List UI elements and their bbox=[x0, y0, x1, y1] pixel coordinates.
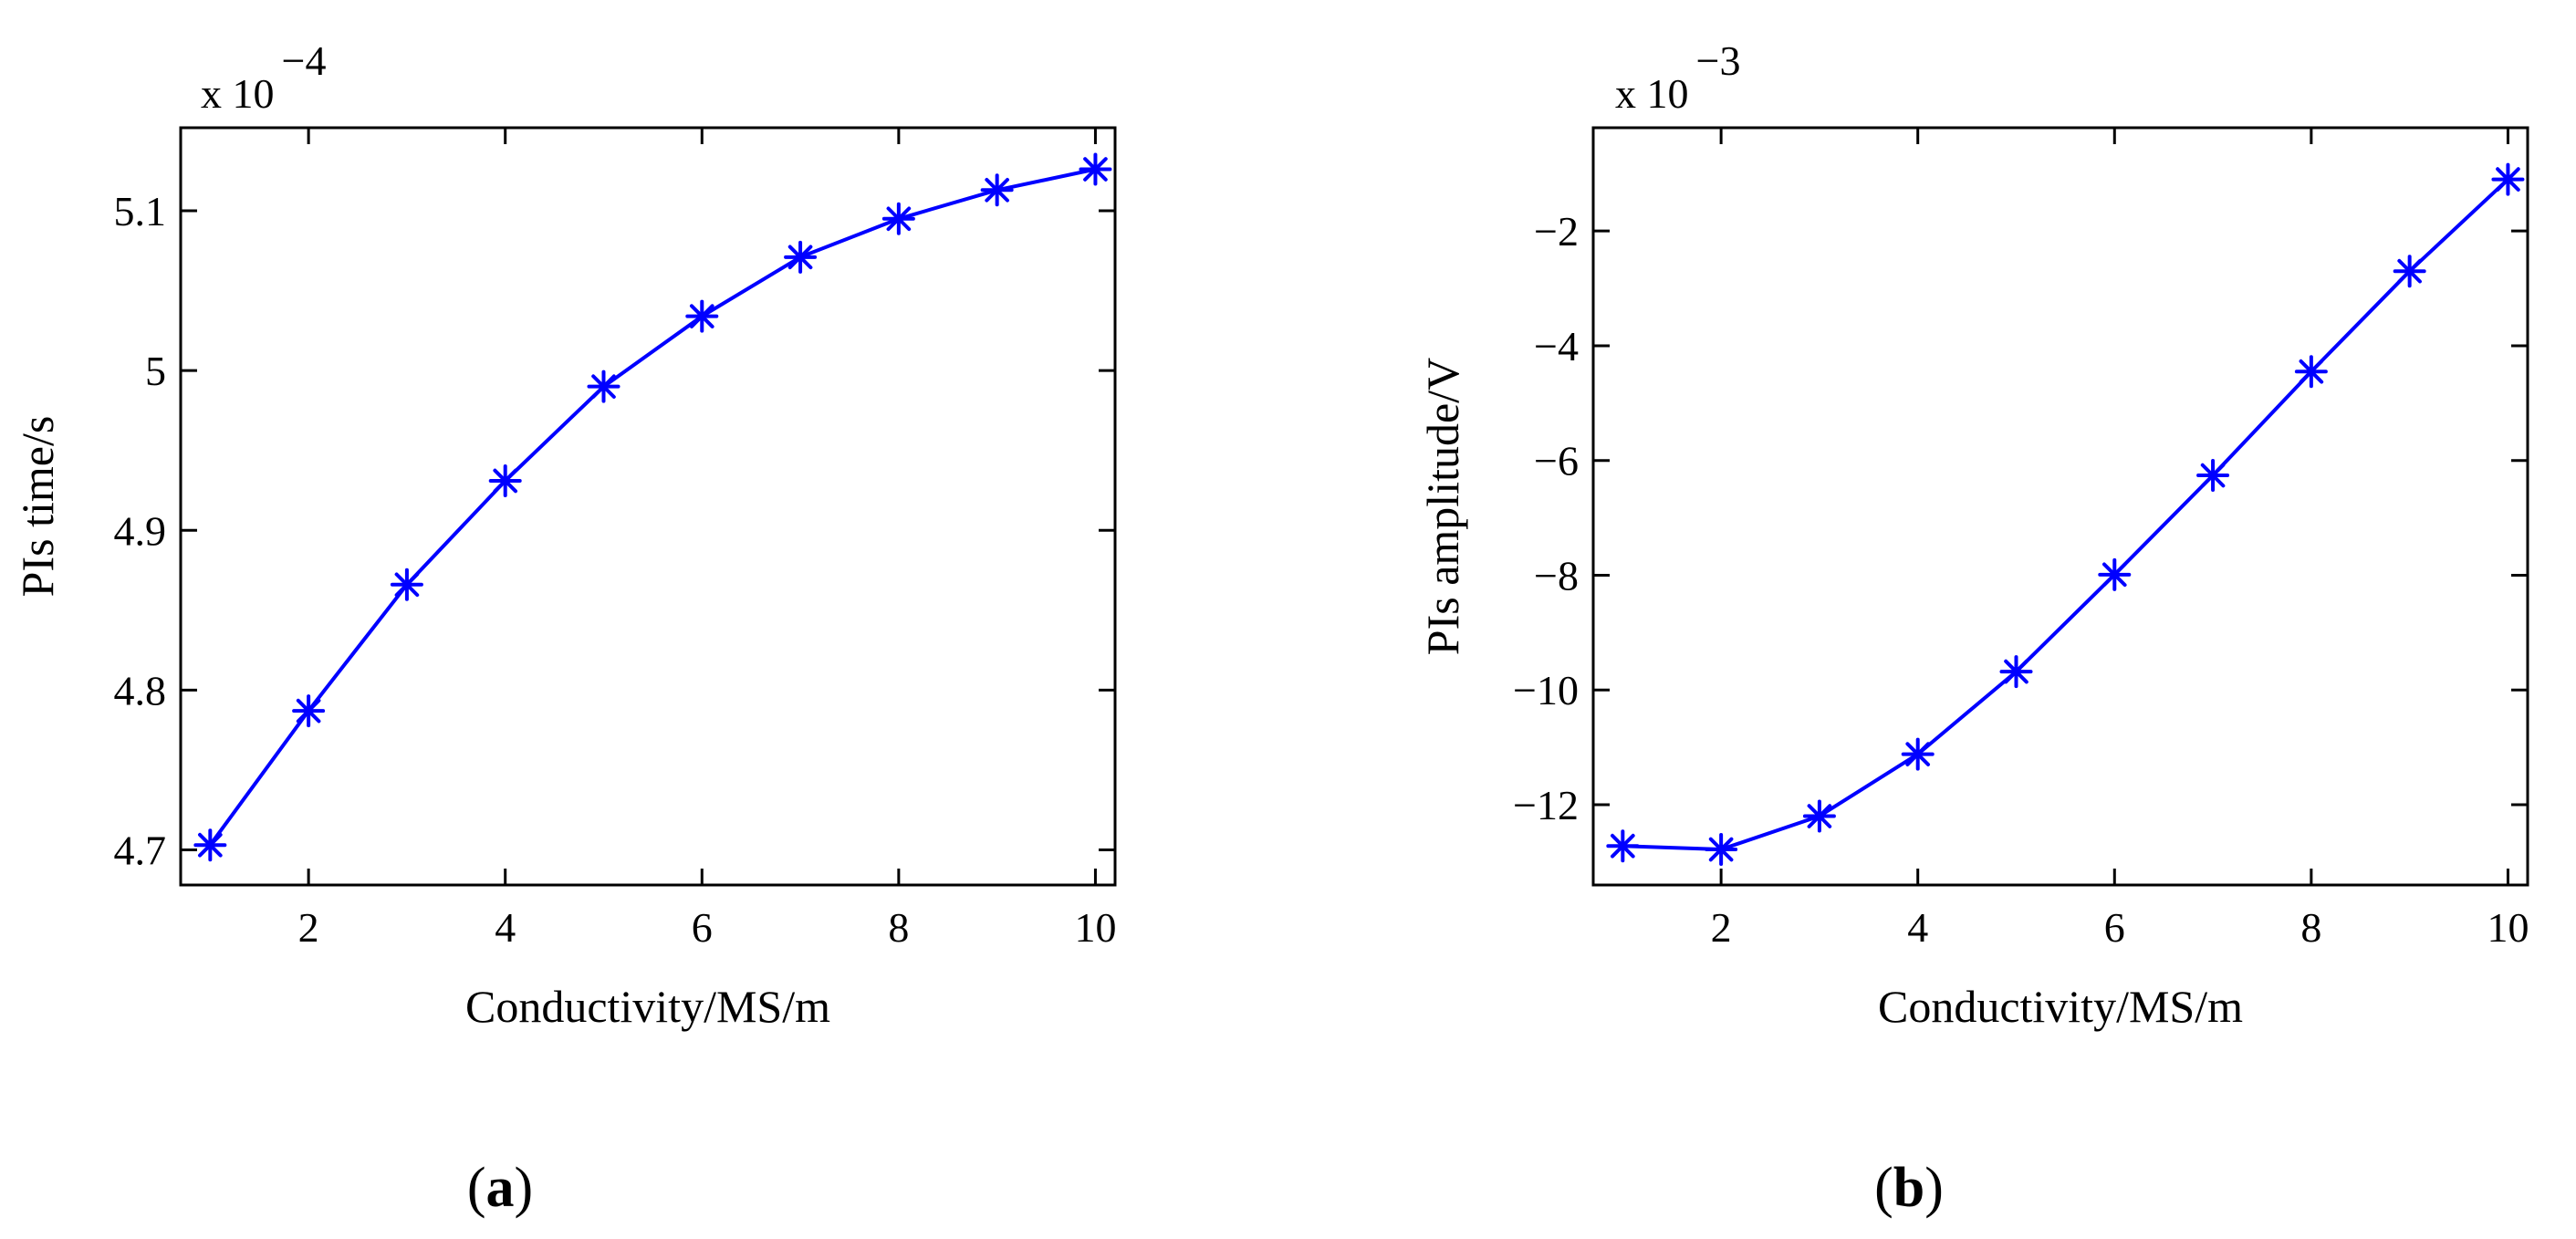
y-tick-label: −4 bbox=[1534, 323, 1579, 370]
plot-frame bbox=[1591, 126, 2529, 887]
y-tick-label: 5.1 bbox=[114, 188, 167, 234]
y-axis-title: PIs amplitude/V bbox=[1417, 358, 1468, 655]
chart-panel-b: 2 4 6 8 10 −12 −10 −8 −6 −4 −2 x 10−3 Conductivity/M… bbox=[1417, 37, 2529, 1219]
y-tick-label: −2 bbox=[1534, 208, 1579, 255]
y-tick-label: −8 bbox=[1534, 552, 1579, 599]
data-point-marker bbox=[1606, 829, 1640, 863]
x-tick-label: 2 bbox=[1711, 904, 1732, 951]
data-point-marker bbox=[980, 173, 1014, 207]
panel-letter: a bbox=[486, 1157, 515, 1219]
x-tick-label: 6 bbox=[692, 904, 713, 951]
x-tick-label: 2 bbox=[298, 904, 319, 951]
data-point-marker bbox=[488, 463, 522, 497]
data-point-marker bbox=[881, 202, 915, 235]
data-point-marker bbox=[390, 567, 423, 601]
x-tick-label: 8 bbox=[2300, 904, 2321, 951]
data-point-marker bbox=[2393, 255, 2426, 288]
axis-exponent-base: x 10 bbox=[1615, 70, 1689, 117]
data-point-marker bbox=[2196, 459, 2230, 493]
data-point-marker bbox=[1901, 737, 1935, 771]
series-line bbox=[208, 167, 1096, 847]
x-tick-label: 4 bbox=[495, 904, 516, 951]
plot-frame bbox=[179, 126, 1117, 887]
panel-letter: b bbox=[1893, 1157, 1924, 1219]
y-tick-label: 5 bbox=[145, 348, 166, 394]
y-tick-label: −10 bbox=[1513, 667, 1579, 713]
x-tick-label: 4 bbox=[1907, 904, 1928, 951]
data-point-marker bbox=[2294, 355, 2328, 389]
data-point-marker bbox=[784, 240, 818, 274]
chart-panel-a: 2 4 6 8 10 4.7 4.8 4.9 5 5.1 x 10−4 Conductivity/MS… bbox=[12, 37, 1117, 1219]
y-tick-label: −12 bbox=[1513, 782, 1579, 828]
x-tick-label: 10 bbox=[1074, 904, 1116, 951]
data-point-marker bbox=[1705, 833, 1738, 867]
panel-label: (a) bbox=[467, 1157, 533, 1219]
data-point-marker bbox=[292, 694, 326, 728]
x-axis-title: Conductivity/MS/m bbox=[465, 981, 830, 1032]
data-point-marker bbox=[193, 828, 227, 862]
data-point-marker bbox=[587, 370, 621, 403]
axis-exponent: x 10−4 bbox=[201, 37, 326, 117]
x-axis-title: Conductivity/MS/m bbox=[1878, 981, 2243, 1032]
panel-label: (b) bbox=[1874, 1157, 1944, 1219]
axis-exponent-base: x 10 bbox=[201, 70, 275, 117]
x-tick-label: 8 bbox=[888, 904, 909, 951]
data-point-marker bbox=[1802, 799, 1836, 833]
y-tick-label: 4.7 bbox=[114, 827, 167, 873]
data-point-marker bbox=[1079, 152, 1112, 186]
axis-exponent-power: −4 bbox=[282, 37, 327, 84]
y-tick-label: −6 bbox=[1534, 438, 1579, 484]
axis-exponent-power: −3 bbox=[1696, 37, 1741, 84]
y-tick-label: 4.8 bbox=[114, 667, 167, 713]
data-point-marker bbox=[1999, 655, 2033, 689]
series-line bbox=[1622, 178, 2509, 851]
data-point-marker bbox=[685, 299, 719, 333]
x-tick-label: 6 bbox=[2104, 904, 2125, 951]
y-tick-label: 4.9 bbox=[114, 507, 167, 554]
y-axis-title: PIs time/s bbox=[12, 416, 63, 598]
x-tick-label: 10 bbox=[2487, 904, 2529, 951]
data-point-marker bbox=[2491, 162, 2525, 196]
axis-exponent: x 10−3 bbox=[1615, 37, 1740, 117]
data-point-marker bbox=[2098, 557, 2132, 591]
